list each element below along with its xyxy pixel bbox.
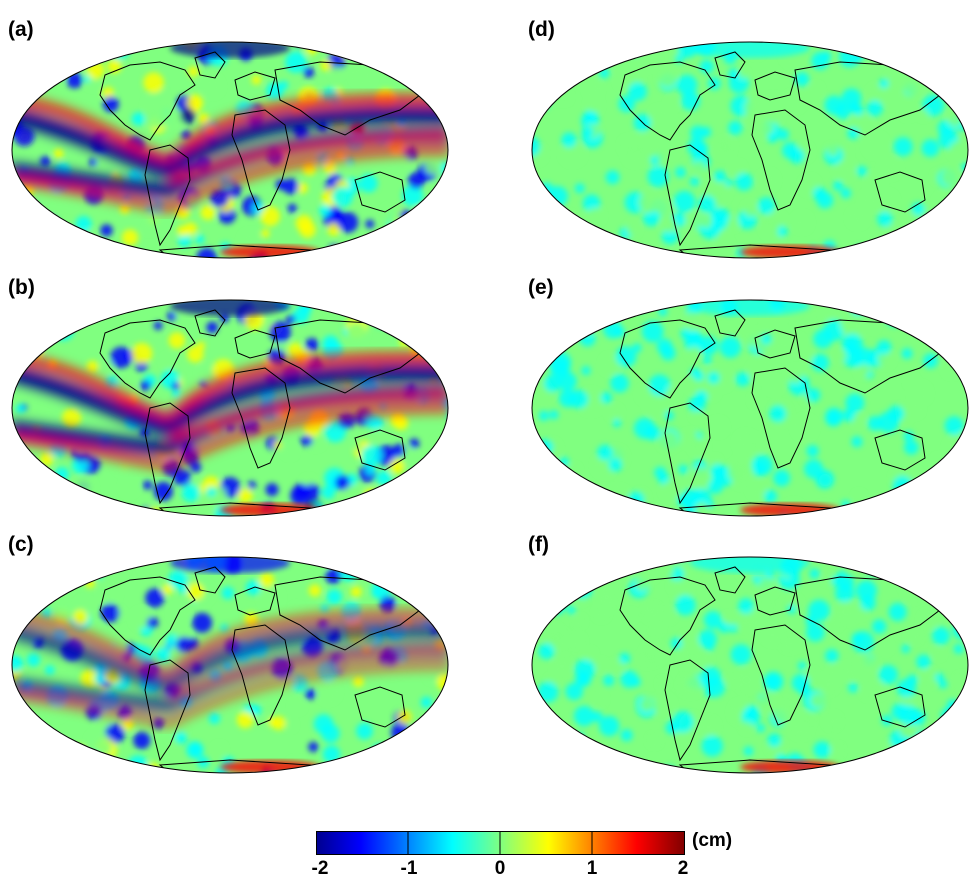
panel-label: (f)	[528, 533, 549, 556]
panel-label: (c)	[8, 533, 34, 556]
mollweide-map	[11, 556, 449, 774]
map-panel-f: (f)	[528, 533, 970, 775]
panel-label: (b)	[8, 276, 35, 299]
panel-label: (a)	[8, 18, 34, 41]
map-panel-a: (a)	[8, 18, 450, 260]
map-panel-d: (d)	[528, 18, 970, 260]
colorbar-tick: -2	[311, 858, 329, 879]
colorbar-tick: 1	[586, 858, 598, 879]
map-panel-c: (c)	[8, 533, 450, 775]
map-panel-e: (e)	[528, 276, 970, 518]
map-panel-b: (b)	[8, 276, 450, 518]
panel-label: (e)	[528, 276, 554, 299]
panel-label: (d)	[528, 18, 555, 41]
colorbar-tick: -1	[400, 858, 418, 879]
mollweide-map	[531, 41, 969, 259]
mollweide-map	[531, 299, 969, 517]
mollweide-map	[11, 299, 449, 517]
colorbar-unit: (cm)	[692, 830, 733, 851]
colorbar-tick: 2	[677, 858, 689, 879]
mollweide-map	[531, 556, 969, 774]
mollweide-map	[11, 41, 449, 259]
colorbar	[316, 831, 685, 855]
colorbar-tick: 0	[494, 858, 506, 879]
